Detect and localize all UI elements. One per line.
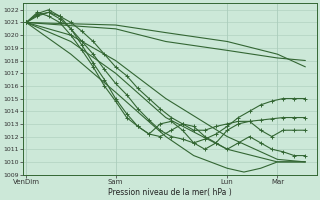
X-axis label: Pression niveau de la mer( hPa ): Pression niveau de la mer( hPa ) xyxy=(108,188,232,197)
